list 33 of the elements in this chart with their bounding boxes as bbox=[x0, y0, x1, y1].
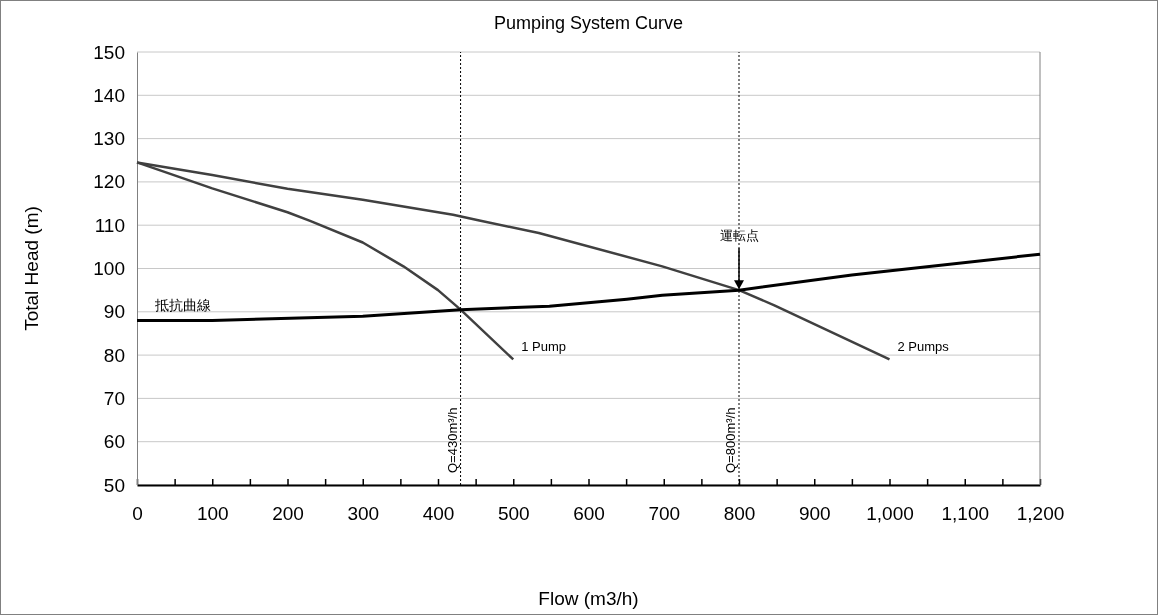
x-tick-label: 1,100 bbox=[941, 503, 990, 525]
x-tick-label: 500 bbox=[497, 503, 530, 525]
y-tick-label: 130 bbox=[93, 128, 125, 150]
series-label: 2 Pumps bbox=[897, 339, 950, 355]
y-tick-label: 60 bbox=[103, 431, 125, 453]
x-tick-label: 1,000 bbox=[866, 503, 914, 525]
x-tick-label: 100 bbox=[196, 503, 229, 525]
y-tick-label: 80 bbox=[103, 344, 125, 366]
x-tick-label: 800 bbox=[723, 503, 756, 525]
chart-title: Pumping System Curve bbox=[493, 13, 684, 33]
x-tick-label: 900 bbox=[798, 503, 831, 525]
y-axis-title: Total Head (m) bbox=[21, 206, 42, 331]
ref-line-label: Q=430m³/h bbox=[444, 407, 460, 473]
x-tick-label: 400 bbox=[422, 503, 455, 525]
x-axis-title: Flow (m3/h) bbox=[538, 588, 639, 609]
annotation: 運転点 bbox=[719, 228, 759, 244]
y-tick-label: 50 bbox=[103, 474, 125, 496]
y-tick-label: 150 bbox=[93, 41, 125, 63]
y-tick-label: 120 bbox=[93, 171, 125, 193]
y-tick-label: 70 bbox=[103, 387, 125, 409]
x-tick-label: 300 bbox=[347, 503, 380, 525]
x-tick-label: 600 bbox=[573, 503, 605, 525]
x-tick-label: 1,200 bbox=[1016, 503, 1065, 525]
series-label: 1 Pump bbox=[521, 339, 567, 355]
y-tick-label: 100 bbox=[93, 258, 125, 280]
y-tick-label: 90 bbox=[103, 301, 125, 323]
x-tick-label: 0 bbox=[132, 503, 143, 525]
x-tick-label: 700 bbox=[648, 503, 681, 525]
x-tick-label: 200 bbox=[272, 503, 304, 525]
series-label: 抵抗曲線 bbox=[154, 297, 211, 314]
ref-line-label: Q=800m³/h bbox=[723, 407, 738, 473]
y-tick-label: 110 bbox=[94, 214, 125, 236]
y-tick-label: 140 bbox=[93, 84, 125, 106]
